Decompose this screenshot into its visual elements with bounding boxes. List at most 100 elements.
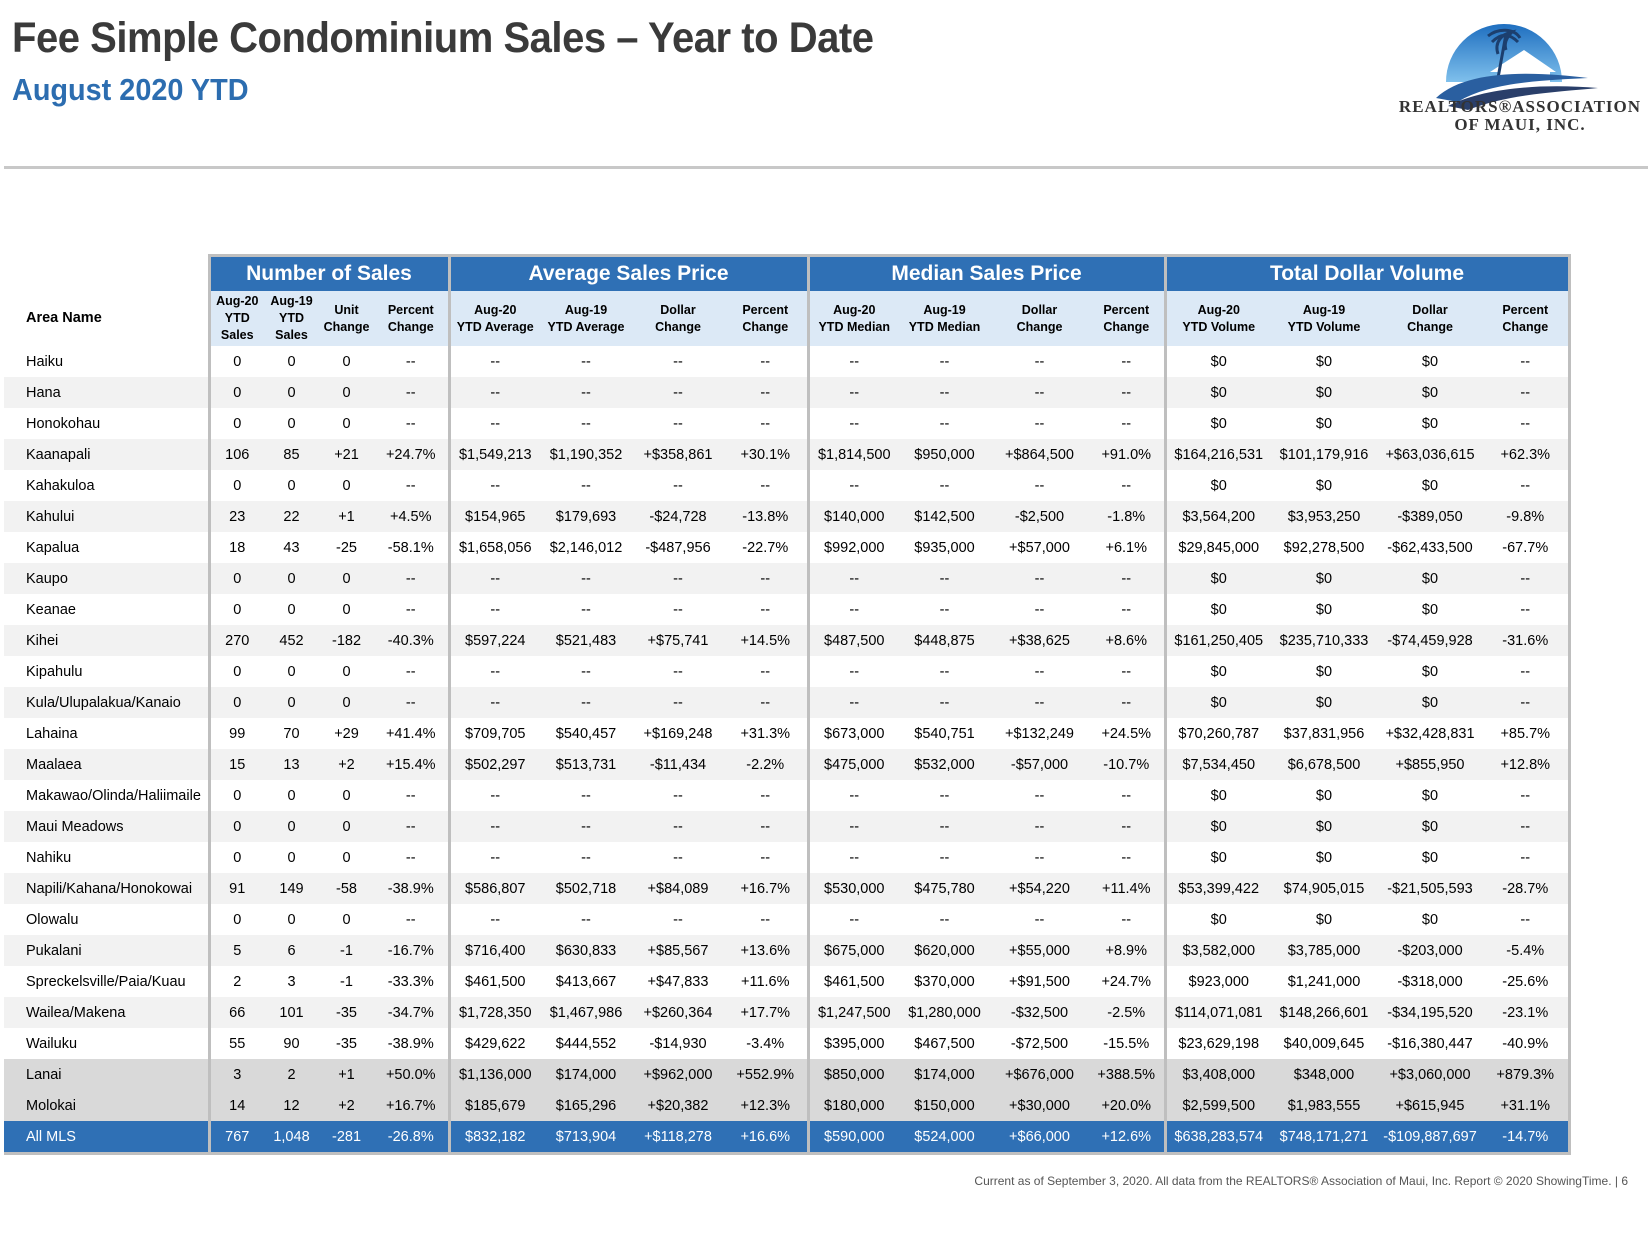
value-cell: -- [405, 353, 416, 370]
value-cell: +15.4% [374, 749, 449, 780]
value-cell: 5 [207, 935, 264, 966]
value-cell: +$84,089 [632, 873, 724, 904]
column-header-line: Sales [275, 328, 308, 342]
area-name-cell: Makawao/Olinda/Haliimaile [26, 787, 201, 804]
value-cell: -- [632, 687, 724, 718]
value-cell: $0 [1315, 353, 1333, 370]
value-cell: +8.6% [1089, 625, 1165, 656]
value-cell: $0 [1271, 563, 1377, 594]
value-cell: +21 [319, 439, 374, 470]
value-cell: +17.7% [724, 997, 808, 1028]
value-cell: -28.7% [1483, 873, 1571, 904]
value-cell: -$109,887,697 [1377, 1121, 1483, 1155]
area-name-cell: Maui Meadows [4, 811, 209, 842]
value-cell: +16.6% [724, 1121, 808, 1155]
column-header-line: Change [1103, 319, 1150, 334]
value-cell: -- [1121, 415, 1132, 432]
value-cell: -- [673, 849, 683, 866]
value-cell: -10.7% [1089, 749, 1165, 780]
value-cell: -38.9% [374, 873, 449, 904]
value-cell: -38.9% [387, 1035, 434, 1052]
value-cell: -- [1121, 601, 1132, 618]
value-cell: $3,408,000 [1163, 1059, 1271, 1090]
table-row: Lahaina 99 70 +29 +41.4% $709,705 $540,457 +$16… [4, 718, 1571, 749]
value-cell: $950,000 [899, 439, 990, 470]
value-cell: $524,000 [899, 1121, 990, 1155]
area-name-cell: All MLS [4, 1121, 209, 1155]
value-cell: +4.5% [374, 501, 449, 532]
value-cell: -- [447, 780, 540, 811]
value-cell: $935,000 [914, 539, 975, 556]
value-cell: 0 [264, 687, 319, 718]
value-cell: -- [540, 377, 632, 408]
value-cell: 0 [342, 477, 351, 494]
table-row: Napili/Kahana/Honokowai 91 149 -58 -38.9% $58… [4, 873, 1571, 904]
value-cell: $630,833 [540, 935, 632, 966]
value-cell: $0 [1377, 811, 1483, 842]
value-cell: +$3,060,000 [1377, 1059, 1483, 1090]
value-cell: -- [939, 477, 950, 494]
value-cell: +1 [319, 1059, 374, 1090]
value-cell: 0 [207, 904, 264, 935]
value-cell: $0 [1163, 594, 1271, 625]
value-cell: $467,500 [914, 1035, 975, 1052]
value-cell: 91 [207, 873, 264, 904]
value-cell: 23 [207, 501, 264, 532]
value-cell: -- [374, 563, 449, 594]
area-name-cell: Olowalu [26, 911, 79, 928]
value-cell: $1,983,555 [1271, 1090, 1377, 1121]
value-cell: $0 [1271, 687, 1377, 718]
value-cell: +388.5% [1089, 1059, 1165, 1090]
page-subtitle: August 2020 YTD [12, 72, 249, 107]
area-name-cell: Kula/Ulupalakua/Kanaio [4, 687, 209, 718]
value-cell: $142,500 [899, 501, 990, 532]
value-cell: +16.7% [374, 1090, 449, 1121]
value-cell: +$47,833 [647, 973, 709, 990]
value-cell: -281 [319, 1121, 374, 1155]
value-cell: $850,000 [806, 1059, 899, 1090]
value-cell: +31.3% [740, 725, 791, 742]
value-cell: -$62,433,500 [1387, 539, 1473, 556]
value-cell: $148,266,601 [1271, 997, 1377, 1028]
value-cell: $0 [1421, 787, 1439, 804]
area-name-cell: Hana [4, 377, 209, 408]
value-cell: -- [1034, 415, 1045, 432]
value-cell: $92,278,500 [1283, 539, 1365, 556]
table-row: Makawao/Olinda/Haliimaile 0 0 0 -- -- -- -- -- --… [4, 780, 1571, 811]
value-cell: 452 [264, 625, 319, 656]
value-cell: -- [540, 563, 632, 594]
value-cell: -58.1% [387, 539, 434, 556]
value-cell: +$85,567 [632, 935, 724, 966]
table-row: Kapalua 18 43 -25 -58.1% $1,658,056 $2,146,012… [4, 532, 1571, 563]
value-cell: 3 [207, 1059, 264, 1090]
column-header: Aug-19 YTD Sales [264, 291, 319, 346]
value-cell: +31.1% [1483, 1090, 1571, 1121]
column-header-line: Change [323, 319, 370, 334]
value-cell: $179,693 [540, 501, 632, 532]
value-cell: -- [374, 811, 449, 842]
value-cell: +$66,000 [990, 1121, 1089, 1155]
value-cell: 0 [342, 787, 351, 804]
column-header-line: Change [655, 319, 701, 334]
table-row: Maalaea 15 13 +2 +15.4% $502,297 $513,731 -$11,… [4, 749, 1571, 780]
value-cell: -- [806, 594, 899, 625]
page-title: Fee Simple Condominium Sales – Year to D… [12, 14, 874, 62]
column-header-line: YTD Median [908, 319, 981, 334]
value-cell: -- [1089, 687, 1165, 718]
value-cell: $0 [1163, 780, 1271, 811]
value-cell: -- [1483, 377, 1571, 408]
value-cell: 55 [207, 1028, 264, 1059]
value-cell: +8.9% [1089, 935, 1165, 966]
value-cell: -14.7% [1483, 1121, 1571, 1155]
column-header: Aug-20 YTD Sales [207, 291, 264, 346]
column-header-line: YTD [279, 311, 304, 325]
value-cell: 0 [319, 687, 374, 718]
value-cell: -- [673, 911, 683, 928]
value-cell: 0 [342, 849, 351, 866]
area-name-cell: Wailuku [26, 1035, 78, 1052]
value-cell: -- [806, 811, 899, 842]
value-cell: 0 [207, 346, 264, 377]
value-cell: $540,457 [555, 725, 617, 742]
value-cell: +879.3% [1483, 1059, 1571, 1090]
value-cell: -- [899, 687, 990, 718]
